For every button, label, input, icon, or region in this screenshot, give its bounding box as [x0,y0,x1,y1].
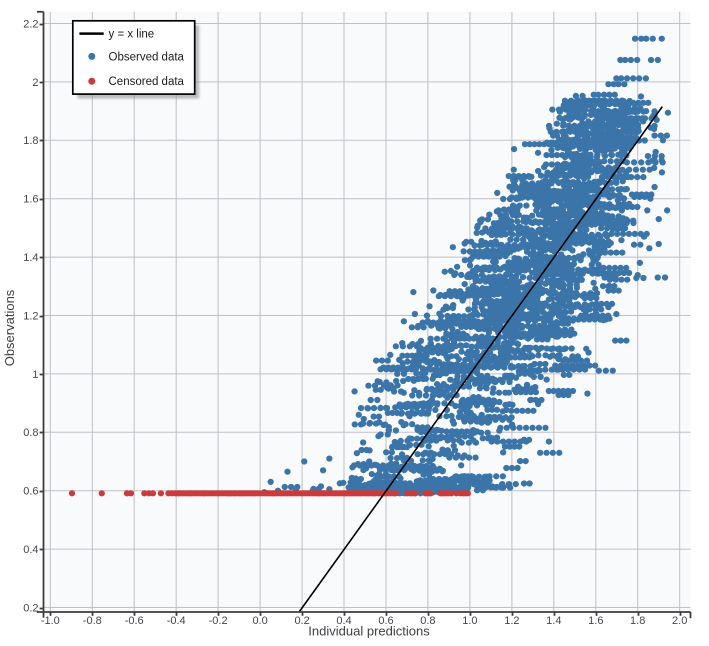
svg-text:Observed data: Observed data [109,51,185,63]
svg-text:1.6: 1.6 [588,615,603,627]
svg-text:-0.6: -0.6 [125,615,144,627]
svg-text:1.4: 1.4 [23,252,38,264]
svg-text:1.4: 1.4 [546,615,561,627]
svg-text:0.4: 0.4 [23,544,38,556]
svg-text:0.4: 0.4 [336,615,351,627]
svg-text:2.0: 2.0 [672,615,687,627]
svg-text:Censored data: Censored data [109,76,185,88]
svg-text:1.2: 1.2 [504,615,519,627]
svg-text:-0.4: -0.4 [167,615,186,627]
svg-text:0.6: 0.6 [378,615,393,627]
svg-text:Observations: Observations [2,289,17,366]
svg-text:1.2: 1.2 [23,310,38,322]
svg-text:0.0: 0.0 [252,615,267,627]
svg-text:Individual predictions: Individual predictions [308,624,430,639]
svg-text:2.2: 2.2 [23,18,38,30]
svg-text:0.2: 0.2 [23,602,38,614]
svg-text:0.2: 0.2 [294,615,309,627]
svg-text:1.0: 1.0 [462,615,477,627]
svg-text:1.8: 1.8 [630,615,645,627]
svg-text:-1.0: -1.0 [41,615,60,627]
svg-text:y = x line: y = x line [109,28,155,40]
svg-text:0.8: 0.8 [23,427,38,439]
svg-text:2: 2 [32,77,38,89]
svg-text:-0.8: -0.8 [83,615,102,627]
svg-text:0.8: 0.8 [420,615,435,627]
svg-text:-0.2: -0.2 [209,615,228,627]
svg-text:0.6: 0.6 [23,486,38,498]
svg-text:1.6: 1.6 [23,194,38,206]
svg-text:1: 1 [32,369,38,381]
svg-text:1.8: 1.8 [23,135,38,147]
